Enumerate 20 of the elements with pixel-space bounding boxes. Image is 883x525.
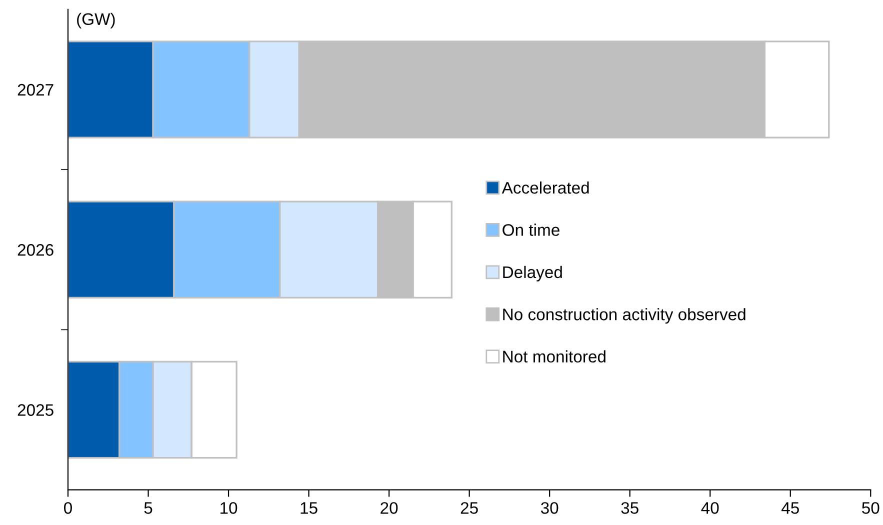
y-tick-label: 2025 <box>18 404 54 416</box>
x-tick-label: 25 <box>460 502 478 514</box>
x-tick-label: 10 <box>220 502 238 514</box>
legend-label: Delayed <box>503 266 562 282</box>
y-tick-label: 2026 <box>18 244 54 256</box>
y-tick-label: 2027 <box>18 84 54 96</box>
x-tick-label: 30 <box>540 502 558 514</box>
x-tick-label: 50 <box>862 502 880 514</box>
legend-label: No construction activity observed <box>503 308 746 324</box>
legend-label: On time <box>502 224 560 236</box>
legend-label: Not monitored <box>503 350 606 363</box>
x-tick-label: 45 <box>781 502 799 514</box>
x-tick-label: 40 <box>701 502 719 514</box>
x-tick-label: 15 <box>300 502 318 514</box>
x-tick-label: 35 <box>621 502 638 514</box>
x-tick-label: 20 <box>380 502 398 514</box>
legend-label: Accelerated <box>502 181 589 194</box>
x-axis-title: (GW) <box>77 12 115 28</box>
x-tick-label: 5 <box>144 502 152 514</box>
x-tick-label: 0 <box>64 502 72 514</box>
